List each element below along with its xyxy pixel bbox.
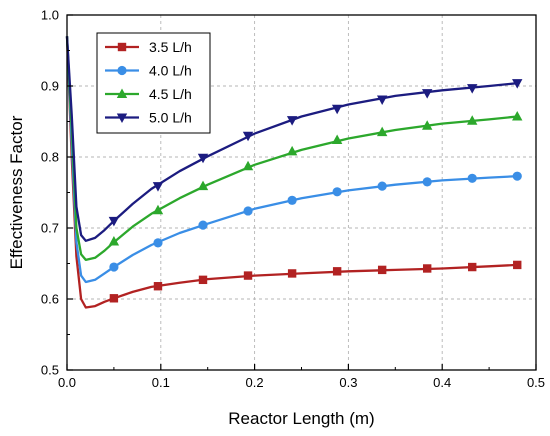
legend-label-2: 4.0 L/h [149, 63, 192, 79]
data-point-series-3 [421, 120, 433, 130]
data-point-series-3 [512, 111, 523, 121]
data-point-series-2 [422, 177, 432, 187]
data-point-series-1 [287, 269, 297, 278]
x-tick-label: 0.5 [527, 375, 545, 390]
data-point-series-4 [331, 104, 343, 115]
data-point-series-2 [332, 187, 342, 197]
data-point-series-4 [512, 79, 523, 89]
x-tick-labels: 0.0 0.1 0.2 0.3 0.4 0.5 [58, 375, 545, 390]
data-point-series-2 [109, 262, 119, 272]
data-point-series-2 [512, 171, 522, 181]
series-markers [108, 79, 523, 303]
legend-marker-4 [116, 113, 128, 123]
y-axis-title: Effectiveness Factor [7, 115, 26, 269]
data-point-series-2 [287, 195, 297, 205]
y-tick-label: 0.6 [41, 292, 59, 307]
x-tick-label: 0.1 [152, 375, 170, 390]
series-line-4 [65, 36, 518, 242]
x-tick-label: 0.0 [58, 375, 76, 390]
data-point-series-3 [242, 160, 254, 171]
grid [67, 15, 536, 370]
series-line-1 [65, 36, 518, 309]
data-point-series-2 [153, 238, 163, 248]
data-point-series-4 [421, 89, 433, 99]
data-point-series-1 [377, 265, 387, 275]
series-line-2 [65, 36, 518, 284]
legend-label-1: 3.5 L/h [149, 39, 192, 55]
legend-marker-1 [117, 42, 127, 52]
data-point-series-4 [467, 84, 478, 94]
x-tick-label: 0.3 [339, 375, 357, 390]
x-tick-label: 0.2 [246, 375, 264, 390]
data-point-series-4 [286, 116, 298, 126]
data-point-series-1 [422, 264, 432, 273]
data-point-series-4 [108, 216, 120, 227]
data-point-series-4 [376, 95, 388, 105]
data-point-series-1 [468, 262, 477, 272]
data-point-series-2 [467, 173, 477, 183]
legend: 3.5 L/h 4.0 L/h 4.5 L/h 5.0 L/h [96, 32, 211, 134]
data-point-series-2 [243, 206, 253, 216]
data-point-series-2 [377, 181, 387, 191]
legend-label-3: 4.5 L/h [149, 86, 192, 102]
data-point-series-3 [286, 145, 298, 156]
data-point-series-4 [242, 131, 254, 142]
axis-ticks [66, 14, 537, 371]
data-point-series-3 [197, 180, 209, 191]
y-tick-label: 1.0 [41, 8, 59, 23]
data-point-series-4 [152, 182, 164, 192]
legend-box [96, 32, 211, 134]
data-point-series-1 [198, 275, 208, 285]
y-tick-label: 0.8 [41, 150, 59, 165]
data-point-series-3 [152, 204, 164, 215]
data-point-series-3 [376, 126, 388, 137]
data-point-series-4 [197, 153, 209, 164]
data-point-series-1 [109, 294, 119, 303]
y-tick-label: 0.5 [41, 363, 59, 378]
legend-marker-3 [116, 88, 128, 98]
y-tick-label: 0.7 [41, 221, 59, 236]
data-point-series-1 [243, 271, 253, 280]
x-tick-label: 0.4 [433, 375, 451, 390]
series-line-3 [65, 36, 518, 262]
y-tick-labels: 0.5 0.6 0.7 0.8 0.9 1.0 [41, 8, 59, 378]
data-point-series-1 [153, 282, 163, 291]
x-axis-title: Reactor Length (m) [228, 409, 374, 428]
legend-label-4: 5.0 L/h [149, 110, 192, 126]
data-point-series-3 [467, 115, 478, 125]
data-point-series-1 [332, 267, 342, 276]
legend-marker-2 [117, 65, 127, 76]
series-lines [65, 36, 518, 309]
y-tick-label: 0.9 [41, 79, 59, 94]
data-point-series-2 [198, 220, 208, 230]
data-point-series-3 [108, 235, 120, 246]
data-point-series-3 [331, 134, 343, 144]
data-point-series-1 [513, 260, 522, 270]
